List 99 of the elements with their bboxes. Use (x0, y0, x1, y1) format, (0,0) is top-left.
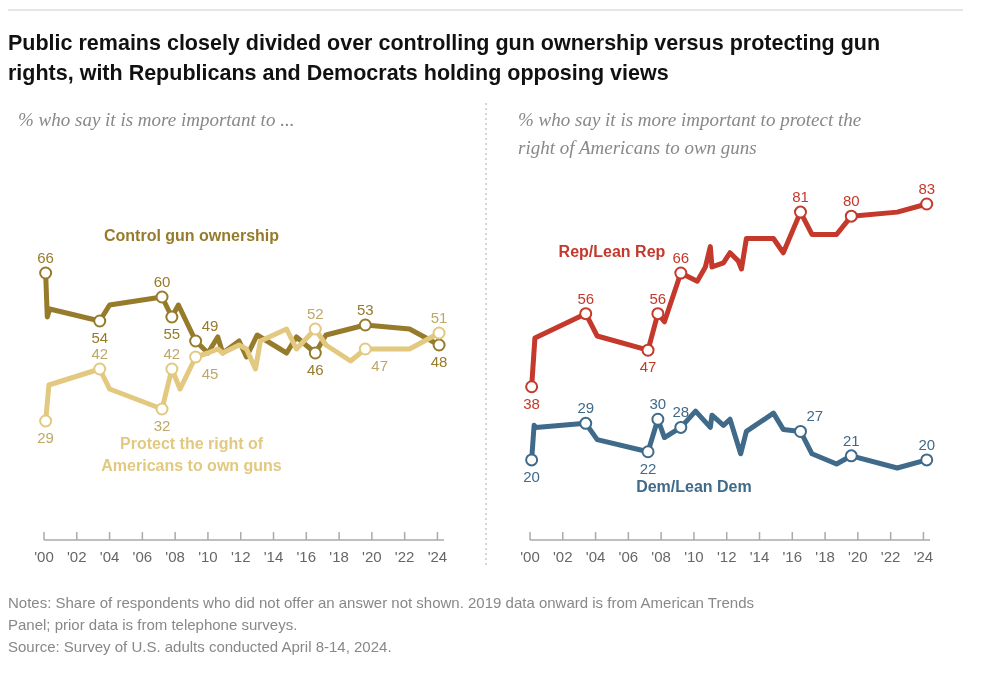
data-label: 20 (523, 467, 540, 485)
x-tick-label: '18 (329, 548, 349, 565)
chart-title: Public remains closely divided over controlling gun ownership versus protecting gun rights, with Republicans and Democrats holding opposing views (8, 31, 881, 85)
x-tick-label: '10 (684, 548, 704, 565)
data-label: 60 (153, 273, 171, 290)
data-label: 56 (649, 289, 667, 307)
data-label: 42 (163, 345, 181, 362)
data-label: 66 (672, 249, 690, 267)
data-label: 83 (918, 180, 936, 197)
point (674, 420, 688, 434)
x-tick-label: '20 (848, 548, 868, 565)
point (641, 445, 655, 459)
series-label: Dem/Lean Dem (636, 478, 752, 496)
data-label: 21 (842, 431, 860, 449)
point (308, 322, 322, 336)
point (579, 416, 593, 430)
point (358, 342, 372, 356)
x-tick-label: '24 (913, 548, 934, 565)
data-label: 29 (37, 429, 54, 446)
x-tick-label: '04 (99, 548, 120, 565)
data-label: 80 (842, 192, 860, 210)
data-label: 46 (306, 361, 324, 378)
point (920, 197, 934, 211)
data-label: 47 (639, 358, 657, 376)
x-tick-label: '12 (230, 548, 251, 565)
point (358, 318, 372, 332)
x-tick-label: '00 (34, 548, 54, 565)
point (793, 205, 807, 219)
point (165, 362, 179, 376)
x-tick-label: '14 (749, 548, 770, 565)
point (155, 402, 169, 416)
data-label: 48 (430, 353, 448, 370)
x-tick-label: '00 (520, 548, 540, 565)
chart-subtitle: % who say it is more important to protect the right of Americans to own guns (518, 109, 862, 158)
x-tick-label: '14 (263, 548, 284, 565)
data-label: 45 (201, 365, 219, 382)
point (165, 310, 179, 324)
data-label: 32 (153, 417, 171, 434)
point (155, 290, 169, 304)
data-label: 27 (806, 407, 824, 425)
point (641, 343, 655, 357)
data-label: 54 (91, 329, 109, 346)
data-label: 30 (649, 395, 667, 413)
point (525, 453, 539, 467)
data-label: 28 (672, 403, 690, 421)
x-tick-label: '16 (296, 548, 317, 565)
data-label: 20 (918, 435, 936, 453)
point (39, 266, 53, 280)
point (579, 307, 593, 321)
data-label: 49 (201, 317, 219, 334)
x-tick-label: '02 (553, 548, 573, 565)
data-label: 66 (37, 249, 54, 266)
point (920, 453, 934, 467)
x-tick-label: '06 (618, 548, 639, 565)
x-tick-label: '08 (651, 548, 671, 565)
data-label: 29 (577, 399, 595, 417)
x-tick-label: '22 (394, 548, 415, 565)
data-label: 81 (792, 188, 809, 206)
data-label: 52 (306, 305, 324, 322)
text: Protect the right of Americans to own guns (101, 435, 282, 474)
chart-subtitle: % who say it is more important to ... (18, 109, 295, 130)
x-tick-label: '22 (880, 548, 901, 565)
point (844, 449, 858, 463)
x-tick-label: '08 (165, 548, 185, 565)
point (432, 326, 446, 340)
point (844, 209, 858, 223)
point (674, 266, 688, 280)
x-tick-label: '12 (716, 548, 737, 565)
data-label: 55 (163, 325, 181, 342)
x-tick-label: '20 (362, 548, 382, 565)
point (793, 424, 807, 438)
point (39, 414, 53, 428)
data-label: 51 (430, 309, 448, 326)
point (189, 334, 203, 348)
series-label: Rep/Lean Rep (558, 242, 666, 260)
point (189, 350, 203, 364)
data-label: 56 (577, 289, 595, 307)
x-tick-label: '24 (427, 548, 448, 565)
data-label: 38 (523, 394, 540, 412)
data-label: 22 (639, 459, 657, 477)
point (93, 314, 107, 328)
x-tick-label: '04 (585, 548, 606, 565)
point (93, 362, 107, 376)
x-tick-label: '06 (132, 548, 153, 565)
x-tick-label: '18 (815, 548, 835, 565)
data-label: 53 (356, 301, 374, 318)
source-note: Source: Survey of U.S. adults conducted April 8-14, 2024. (8, 638, 392, 655)
data-label: 42 (91, 345, 109, 362)
point (651, 307, 665, 321)
point (651, 412, 665, 426)
point (308, 346, 322, 360)
x-tick-label: '10 (198, 548, 218, 565)
point (525, 380, 539, 394)
text: Control gun ownership (103, 227, 280, 244)
text: Notes: Share of respondents who did not offer an answer not shown. 2019 data onward is from American Trends Panel; prior data is from telephone surveys. (8, 594, 754, 633)
x-tick-label: '02 (67, 548, 87, 565)
x-tick-label: '16 (782, 548, 803, 565)
data-label: 47 (371, 357, 388, 374)
point (432, 338, 446, 352)
